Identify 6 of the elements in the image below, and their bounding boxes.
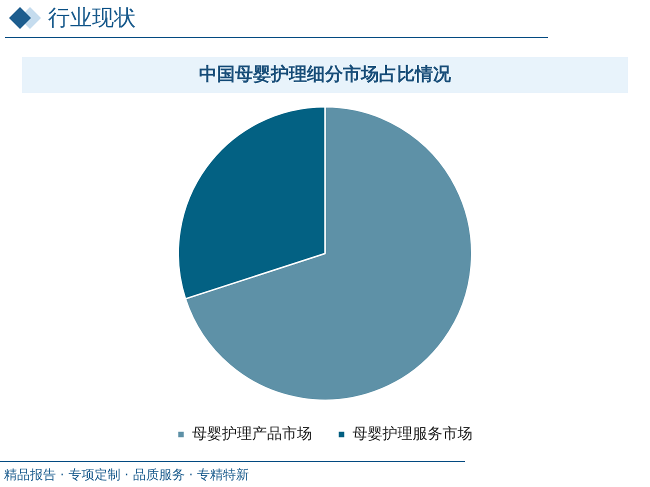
text: 精品报告 · 专项定制 · 品质服务 · 专精特新: [4, 467, 250, 485]
chart-title: 中国母婴护理细分市场占比情况: [199, 63, 451, 87]
text: 行业现状: [48, 5, 136, 33]
legend-label: 母婴护理产品市场: [192, 424, 312, 442]
title-banner: 中国母婴护理细分市场占比情况: [22, 57, 628, 93]
legend-label: 母婴护理服务市场: [352, 424, 472, 442]
